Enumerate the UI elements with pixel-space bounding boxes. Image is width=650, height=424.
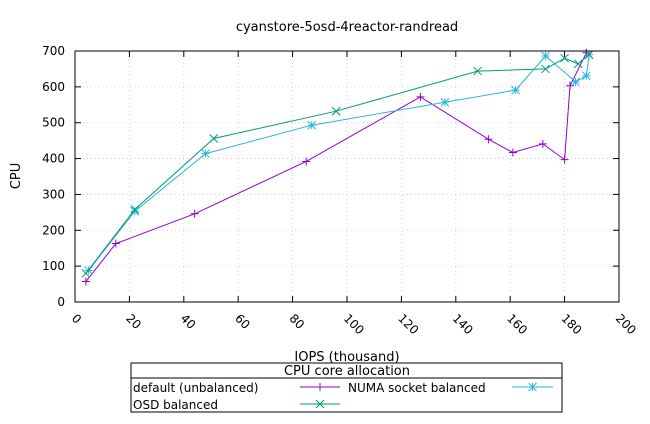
data-point (331, 106, 341, 116)
data-point (538, 139, 547, 148)
data-point (81, 268, 91, 278)
x-tick-label: 0 (69, 311, 84, 326)
x-tick-label: 140 (450, 311, 476, 337)
x-tick-label: 100 (341, 311, 367, 337)
x-tick-label: 20 (123, 311, 144, 332)
x-axis-label: IOPS (thousand) (294, 350, 399, 365)
y-tick-label: 0 (57, 295, 65, 309)
legend-entries: default (unbalanced) NUMA socket balanced… (133, 381, 553, 412)
data-point (302, 157, 311, 166)
legend-label: OSD balanced (133, 398, 218, 412)
series-layer (81, 48, 594, 286)
data-point (541, 64, 550, 74)
chart-title: cyanstore-5osd-4reactor-randread (236, 20, 458, 35)
x-tick-label: 160 (504, 311, 530, 337)
legend-swatch-marker (315, 399, 325, 409)
data-point (111, 239, 120, 248)
data-point (541, 51, 550, 61)
series-2 (84, 50, 594, 275)
legend-box (130, 362, 563, 413)
data-point (584, 50, 594, 59)
legend-swatch-marker (528, 382, 537, 392)
x-tick-label: 200 (613, 311, 639, 337)
data-point (473, 66, 482, 76)
data-point (416, 92, 425, 101)
series-line (88, 54, 590, 271)
data-point (130, 205, 140, 214)
data-point (560, 155, 569, 164)
legend-entry: default (unbalanced) (133, 381, 340, 395)
data-point (573, 59, 583, 69)
data-point (190, 209, 199, 218)
legend-entry: NUMA socket balanced (348, 381, 553, 395)
legend-entry: OSD balanced (133, 398, 340, 412)
series-3 (81, 50, 594, 278)
x-tick-label: 40 (178, 311, 199, 332)
legend-label: default (unbalanced) (133, 381, 258, 395)
data-point (130, 206, 140, 216)
data-point (440, 97, 450, 107)
data-point (582, 71, 591, 81)
x-tick-label: 180 (558, 311, 584, 337)
data-point (81, 277, 90, 286)
grid-layer (75, 51, 619, 302)
x-tick-label: 80 (286, 311, 307, 332)
legend: CPU core allocation default (unbalanced)… (130, 362, 563, 413)
data-point (571, 77, 580, 87)
y-tick-label: 500 (42, 116, 65, 130)
data-point (209, 134, 219, 143)
y-tick-label: 300 (42, 187, 65, 201)
data-point (511, 85, 520, 95)
plot-frame (74, 50, 620, 303)
data-point (566, 81, 575, 90)
data-point (560, 53, 569, 63)
series-1 (81, 48, 591, 286)
data-point (508, 148, 517, 157)
y-axis-label: CPU (9, 163, 24, 189)
y-tick-label: 600 (42, 80, 65, 94)
legend-label: NUMA socket balanced (348, 381, 486, 395)
data-point (484, 135, 493, 144)
x-tick-label: 120 (395, 311, 421, 337)
data-point (201, 149, 210, 158)
data-point (307, 120, 316, 130)
y-tick-label: 400 (42, 152, 65, 166)
legend-title: CPU core allocation (284, 364, 410, 379)
axis-layer: 0 20 40 60 80 100 120 140 160 180 200 0 100 200 300 400… (42, 44, 639, 337)
y-tick-label: 100 (42, 259, 65, 273)
y-tick-label: 700 (42, 44, 65, 58)
legend-swatch-marker (316, 383, 324, 391)
y-tick-label: 200 (42, 223, 65, 237)
x-tick-label: 60 (232, 311, 253, 332)
